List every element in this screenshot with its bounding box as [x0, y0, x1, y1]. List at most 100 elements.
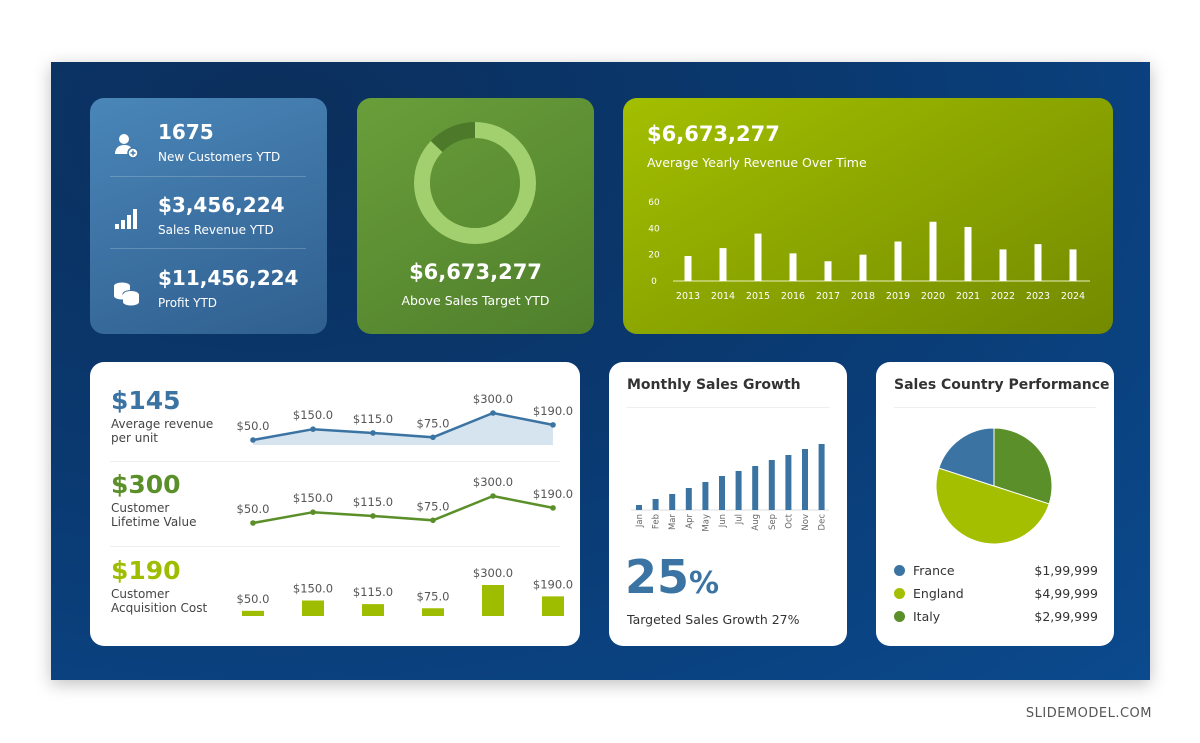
kpi-card: 1675 New Customers YTD $3,456,224 Sales … [90, 98, 327, 334]
y-tick-label: 40 [648, 224, 660, 234]
legend-value: $1,99,999 [1034, 563, 1098, 578]
growth-value: 25% [625, 550, 719, 604]
divider [110, 248, 306, 249]
legend-dot [894, 611, 905, 622]
x-tick-label: Oct [784, 513, 794, 528]
kpi-new-customers: 1675 New Customers YTD [110, 114, 310, 184]
data-point [250, 520, 256, 526]
x-tick-label: Dec [818, 514, 828, 531]
pie-slice-france [938, 427, 995, 487]
metric-label: Acquisition Cost [111, 601, 208, 615]
data-point [490, 493, 496, 499]
footer-brand: SLIDEMODEL.COM [1025, 706, 1152, 721]
bar [702, 482, 709, 510]
x-tick-label: 2013 [676, 291, 700, 302]
x-tick-label: 2014 [711, 291, 735, 302]
bar [754, 233, 762, 281]
card-title: Monthly Sales Growth [627, 377, 801, 393]
x-tick-label: Feb [652, 514, 662, 529]
legend-value: $4,99,999 [1034, 586, 1098, 601]
legend-item-italy: Italy $2,99,999 [894, 609, 1098, 624]
data-label: $50.0 [237, 592, 270, 606]
data-label: $300.0 [473, 566, 513, 580]
bar [929, 221, 937, 281]
kpi-profit: $11,456,224 Profit YTD [110, 260, 310, 330]
x-tick-label: Jun [718, 514, 728, 528]
x-tick-label: Jan [635, 514, 645, 528]
y-tick-label: 0 [651, 277, 657, 287]
country-performance-card: Sales Country Performance France $1,99,99… [876, 362, 1114, 646]
legend-item-england: England $4,99,999 [894, 586, 1098, 601]
metric-acquisition-cost: $190 Customer Acquisition Cost [111, 556, 207, 615]
donut-fill [414, 122, 536, 244]
kpi-label: Profit YTD [158, 296, 218, 310]
bar [789, 253, 797, 281]
country-pie-chart [935, 427, 1053, 545]
x-tick-label: Sep [768, 514, 778, 530]
bar [422, 608, 444, 616]
data-label: $150.0 [293, 491, 333, 505]
bar [894, 241, 902, 281]
x-tick-label: Mar [668, 514, 678, 531]
divider [627, 407, 829, 408]
data-point [550, 505, 556, 511]
kpi-label: New Customers YTD [158, 150, 281, 164]
divider [110, 176, 306, 177]
x-tick-label: Jul [735, 514, 745, 525]
bar [542, 596, 564, 616]
data-point [490, 410, 496, 416]
growth-target-label: Targeted Sales Growth 27% [627, 612, 800, 627]
dashboard-slide: 1675 New Customers YTD $3,456,224 Sales … [51, 62, 1150, 680]
growth-number: 25 [625, 550, 690, 604]
data-label: $50.0 [237, 419, 270, 433]
y-tick-label: 20 [648, 251, 660, 261]
bar [482, 585, 504, 616]
data-point [370, 430, 376, 436]
x-tick-label: May [701, 514, 711, 532]
metric-label: per unit [111, 431, 158, 445]
legend-label: Italy [913, 609, 941, 624]
data-point [550, 422, 556, 428]
legend-item-france: France $1,99,999 [894, 563, 1098, 578]
target-donut [414, 122, 536, 244]
divider [110, 461, 560, 462]
bar [685, 488, 692, 510]
data-label: $115.0 [353, 585, 393, 599]
bar-signal-icon [115, 209, 137, 229]
metric-label: Average revenue [111, 417, 214, 431]
bar [768, 460, 775, 510]
data-label: $75.0 [417, 416, 450, 430]
x-tick-label: 2022 [991, 291, 1015, 302]
bar [669, 494, 676, 510]
x-tick-label: Nov [801, 514, 811, 531]
kpi-label: Sales Revenue YTD [158, 223, 274, 237]
series-line [252, 411, 554, 442]
bar [1069, 249, 1077, 281]
data-label: $190.0 [533, 577, 573, 591]
data-label: $115.0 [353, 412, 393, 426]
bar [785, 455, 792, 510]
kpi-value: $11,456,224 [158, 266, 299, 290]
x-tick-label: 2021 [956, 291, 980, 302]
sales-target-card: $6,673,277 Above Sales Target YTD [357, 98, 594, 334]
bar [1034, 244, 1042, 281]
series-line [252, 494, 554, 525]
x-tick-label: 2018 [851, 291, 875, 302]
x-tick-label: 2016 [781, 291, 805, 302]
bar [824, 261, 832, 281]
area-fill [253, 413, 553, 445]
pie-slice-italy [993, 427, 1053, 505]
data-point [310, 426, 316, 432]
data-label: $150.0 [293, 582, 333, 596]
bar [719, 248, 727, 281]
yearly-value: $6,673,277 [647, 122, 780, 146]
yearly-bar-chart: 0 20 40 60 2013 2014 2015 2016 2017 2018 2019 2020 2… [648, 198, 1090, 302]
x-tick-label: Aug [751, 514, 761, 531]
unit-metrics-card: $145 Average revenue per unit $300 Custo… [90, 362, 580, 646]
bar [652, 499, 659, 510]
bar [719, 476, 725, 510]
metric-value: $300 [111, 470, 181, 499]
metric-label: Lifetime Value [111, 515, 197, 529]
x-tick-label: 2023 [1026, 291, 1050, 302]
data-point [370, 513, 376, 519]
